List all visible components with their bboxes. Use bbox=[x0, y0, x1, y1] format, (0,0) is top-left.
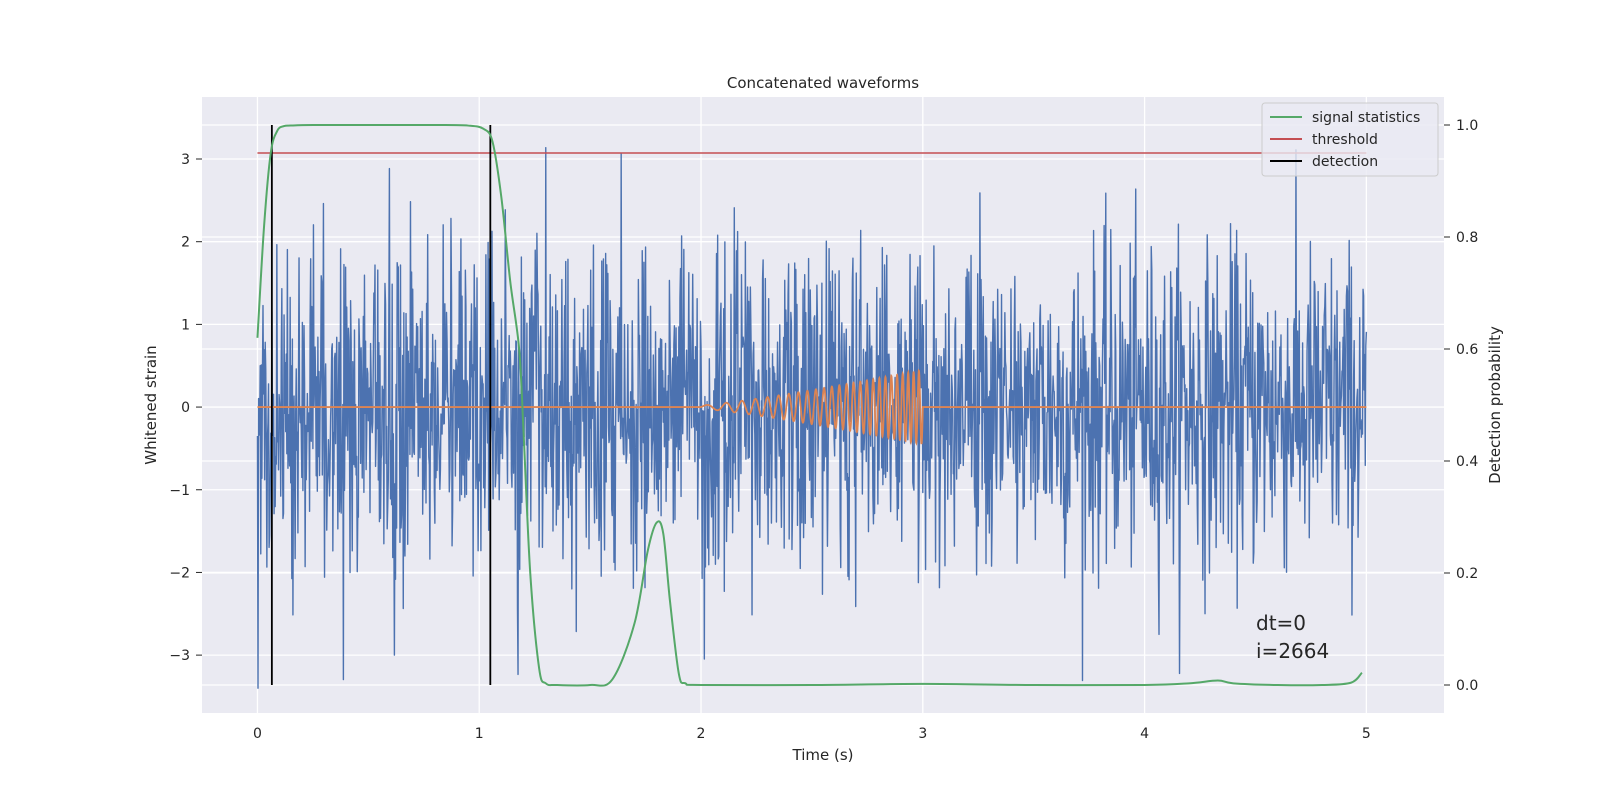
annotation-index: i=2664 bbox=[1256, 639, 1329, 663]
strain-series-line bbox=[256, 146, 1368, 689]
legend-label-detection: detection bbox=[1312, 154, 1378, 170]
y2-tick-label: 0.0 bbox=[1456, 678, 1478, 694]
y-tick-label: 1 bbox=[181, 317, 190, 333]
y-tick-label: −3 bbox=[169, 648, 190, 664]
y2-tick-label: 0.2 bbox=[1456, 566, 1478, 582]
chart-title: Concatenated waveforms bbox=[727, 74, 919, 92]
y2-tick-label: 0.8 bbox=[1456, 230, 1478, 246]
legend-label-threshold: threshold bbox=[1312, 132, 1378, 148]
x-tick-label: 0 bbox=[253, 726, 262, 742]
x-tick-label: 1 bbox=[475, 726, 484, 742]
legend-box bbox=[1261, 102, 1439, 177]
y-axis-title: Whitened strain bbox=[142, 345, 160, 464]
y2-axis-title: Detection probability bbox=[1486, 326, 1504, 484]
y2-tick-label: 0.6 bbox=[1456, 342, 1478, 358]
annotation-dt: dt=0 bbox=[1256, 611, 1306, 635]
y2-tick-label: 0.4 bbox=[1456, 454, 1478, 470]
x-tick-label: 4 bbox=[1140, 726, 1149, 742]
y-tick-label: −1 bbox=[169, 483, 190, 499]
x-tick-label: 5 bbox=[1362, 726, 1371, 742]
y-tick-label: 3 bbox=[181, 152, 190, 168]
axes-layer: 0 1 2 3 4 5 −3 −2 −1 0 1 2 3 0.0 0.2 0.4 0.6 0.8 1.0 bbox=[169, 118, 1478, 742]
legend: signal statistics threshold detection bbox=[1261, 102, 1439, 177]
y-tick-label: 2 bbox=[181, 235, 190, 251]
signal-statistics-line bbox=[256, 123, 1363, 687]
y2-tick-label: 1.0 bbox=[1456, 118, 1478, 134]
series-layer bbox=[256, 123, 1368, 689]
x-tick-label: 2 bbox=[697, 726, 706, 742]
y-tick-label: −2 bbox=[169, 565, 190, 581]
injection-series-line bbox=[257, 368, 1367, 446]
y-tick-label: 0 bbox=[181, 400, 190, 416]
x-axis-title: Time (s) bbox=[792, 746, 854, 764]
legend-label-signal-statistics: signal statistics bbox=[1312, 110, 1420, 126]
x-tick-label: 3 bbox=[918, 726, 927, 742]
